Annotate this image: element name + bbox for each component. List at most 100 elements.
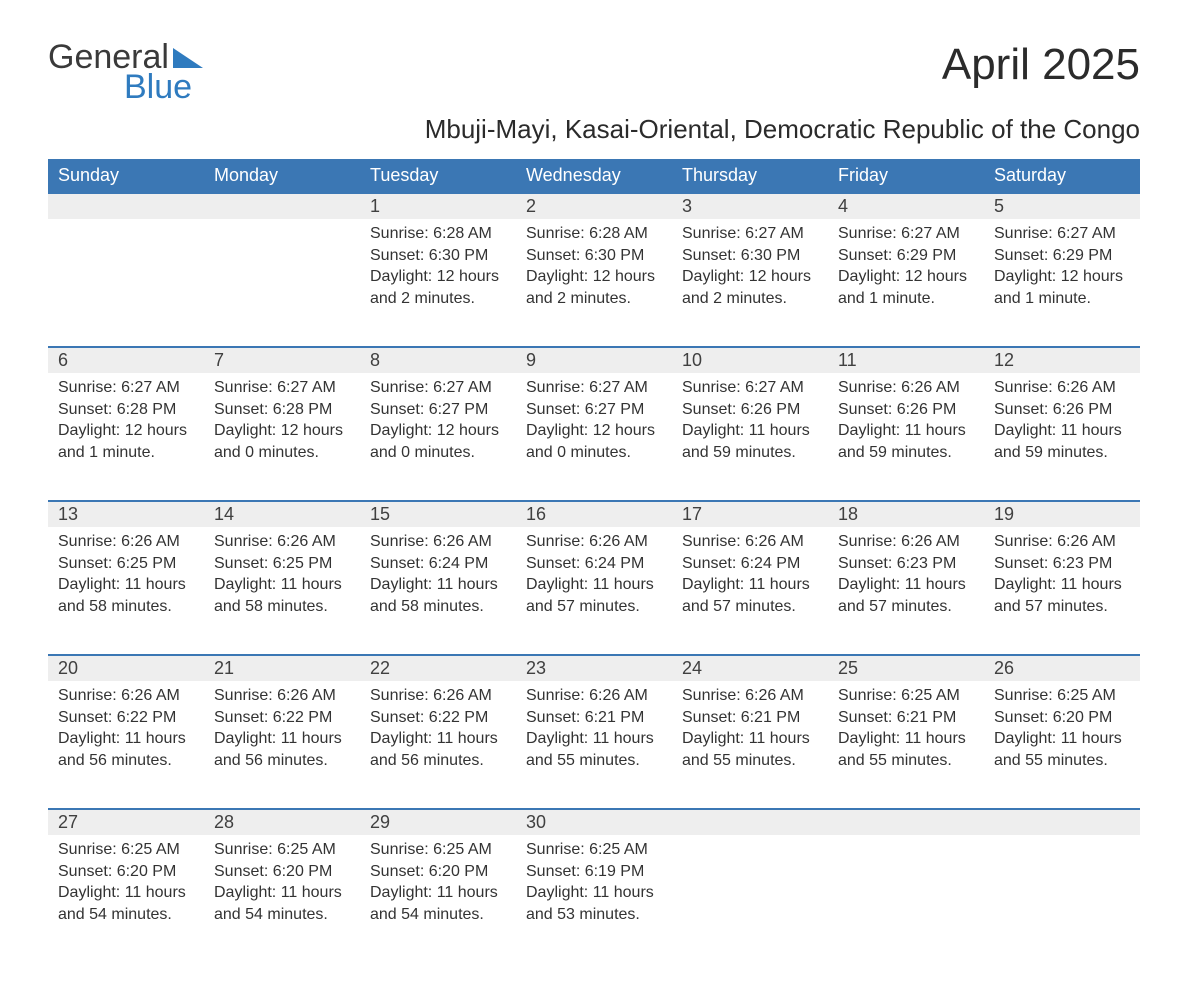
sunrise-text: Sunrise: 6:26 AM bbox=[214, 531, 350, 553]
day-cell: Sunrise: 6:26 AMSunset: 6:24 PMDaylight:… bbox=[360, 527, 516, 655]
daylight-text: Daylight: 11 hours and 55 minutes. bbox=[682, 728, 818, 771]
day-cell: Sunrise: 6:27 AMSunset: 6:26 PMDaylight:… bbox=[672, 373, 828, 501]
daylight-text: Daylight: 11 hours and 55 minutes. bbox=[994, 728, 1130, 771]
sunset-text: Sunset: 6:29 PM bbox=[838, 245, 974, 267]
day-number-cell bbox=[672, 809, 828, 835]
weekday-header: Saturday bbox=[984, 159, 1140, 193]
day-cell: Sunrise: 6:26 AMSunset: 6:22 PMDaylight:… bbox=[48, 681, 204, 809]
sunset-text: Sunset: 6:20 PM bbox=[214, 861, 350, 883]
sunset-text: Sunset: 6:20 PM bbox=[58, 861, 194, 883]
day-number-cell: 11 bbox=[828, 347, 984, 373]
day-cell: Sunrise: 6:27 AMSunset: 6:27 PMDaylight:… bbox=[516, 373, 672, 501]
sunrise-text: Sunrise: 6:25 AM bbox=[214, 839, 350, 861]
day-body: Sunrise: 6:25 AMSunset: 6:20 PMDaylight:… bbox=[360, 835, 516, 935]
sunrise-text: Sunrise: 6:25 AM bbox=[838, 685, 974, 707]
sunset-text: Sunset: 6:24 PM bbox=[526, 553, 662, 575]
sunrise-text: Sunrise: 6:26 AM bbox=[58, 685, 194, 707]
day-body: Sunrise: 6:26 AMSunset: 6:23 PMDaylight:… bbox=[828, 527, 984, 627]
weekday-header: Friday bbox=[828, 159, 984, 193]
day-cell: Sunrise: 6:28 AMSunset: 6:30 PMDaylight:… bbox=[516, 219, 672, 347]
day-body: Sunrise: 6:26 AMSunset: 6:22 PMDaylight:… bbox=[48, 681, 204, 781]
day-number-cell: 26 bbox=[984, 655, 1140, 681]
sunrise-text: Sunrise: 6:27 AM bbox=[682, 377, 818, 399]
day-cell: Sunrise: 6:25 AMSunset: 6:21 PMDaylight:… bbox=[828, 681, 984, 809]
daynum-row: 12345 bbox=[48, 193, 1140, 219]
day-body: Sunrise: 6:26 AMSunset: 6:25 PMDaylight:… bbox=[204, 527, 360, 627]
sunrise-text: Sunrise: 6:27 AM bbox=[526, 377, 662, 399]
day-cell: Sunrise: 6:27 AMSunset: 6:28 PMDaylight:… bbox=[204, 373, 360, 501]
sunrise-text: Sunrise: 6:25 AM bbox=[526, 839, 662, 861]
daylight-text: Daylight: 11 hours and 54 minutes. bbox=[58, 882, 194, 925]
sunrise-text: Sunrise: 6:28 AM bbox=[370, 223, 506, 245]
day-cell: Sunrise: 6:26 AMSunset: 6:21 PMDaylight:… bbox=[672, 681, 828, 809]
day-body: Sunrise: 6:26 AMSunset: 6:24 PMDaylight:… bbox=[360, 527, 516, 627]
header-row: General Blue April 2025 bbox=[48, 40, 1140, 104]
day-number-cell: 21 bbox=[204, 655, 360, 681]
sunrise-text: Sunrise: 6:25 AM bbox=[994, 685, 1130, 707]
day-cell: Sunrise: 6:26 AMSunset: 6:25 PMDaylight:… bbox=[204, 527, 360, 655]
daylight-text: Daylight: 11 hours and 54 minutes. bbox=[370, 882, 506, 925]
day-body: Sunrise: 6:26 AMSunset: 6:26 PMDaylight:… bbox=[984, 373, 1140, 473]
daylight-text: Daylight: 11 hours and 58 minutes. bbox=[214, 574, 350, 617]
week-row: Sunrise: 6:26 AMSunset: 6:25 PMDaylight:… bbox=[48, 527, 1140, 655]
daylight-text: Daylight: 11 hours and 54 minutes. bbox=[214, 882, 350, 925]
day-body: Sunrise: 6:26 AMSunset: 6:25 PMDaylight:… bbox=[48, 527, 204, 627]
sunset-text: Sunset: 6:23 PM bbox=[838, 553, 974, 575]
day-cell: Sunrise: 6:27 AMSunset: 6:27 PMDaylight:… bbox=[360, 373, 516, 501]
day-number-cell: 2 bbox=[516, 193, 672, 219]
sunrise-text: Sunrise: 6:26 AM bbox=[526, 531, 662, 553]
day-cell: Sunrise: 6:25 AMSunset: 6:20 PMDaylight:… bbox=[360, 835, 516, 963]
sunset-text: Sunset: 6:30 PM bbox=[682, 245, 818, 267]
sunrise-text: Sunrise: 6:27 AM bbox=[994, 223, 1130, 245]
day-cell: Sunrise: 6:26 AMSunset: 6:26 PMDaylight:… bbox=[984, 373, 1140, 501]
daylight-text: Daylight: 12 hours and 0 minutes. bbox=[214, 420, 350, 463]
day-body: Sunrise: 6:27 AMSunset: 6:28 PMDaylight:… bbox=[204, 373, 360, 473]
week-row: Sunrise: 6:25 AMSunset: 6:20 PMDaylight:… bbox=[48, 835, 1140, 963]
day-number-cell: 29 bbox=[360, 809, 516, 835]
day-body: Sunrise: 6:26 AMSunset: 6:22 PMDaylight:… bbox=[360, 681, 516, 781]
day-number-cell: 12 bbox=[984, 347, 1140, 373]
daylight-text: Daylight: 12 hours and 2 minutes. bbox=[370, 266, 506, 309]
daylight-text: Daylight: 12 hours and 1 minute. bbox=[838, 266, 974, 309]
day-cell: Sunrise: 6:27 AMSunset: 6:29 PMDaylight:… bbox=[984, 219, 1140, 347]
daylight-text: Daylight: 11 hours and 57 minutes. bbox=[526, 574, 662, 617]
day-cell bbox=[48, 219, 204, 347]
sunset-text: Sunset: 6:28 PM bbox=[58, 399, 194, 421]
sunrise-text: Sunrise: 6:26 AM bbox=[58, 531, 194, 553]
logo-line2: Blue bbox=[124, 70, 203, 104]
daylight-text: Daylight: 11 hours and 57 minutes. bbox=[838, 574, 974, 617]
daylight-text: Daylight: 12 hours and 2 minutes. bbox=[682, 266, 818, 309]
day-number-cell: 27 bbox=[48, 809, 204, 835]
day-cell: Sunrise: 6:27 AMSunset: 6:30 PMDaylight:… bbox=[672, 219, 828, 347]
week-row: Sunrise: 6:28 AMSunset: 6:30 PMDaylight:… bbox=[48, 219, 1140, 347]
weekday-header: Tuesday bbox=[360, 159, 516, 193]
day-body: Sunrise: 6:25 AMSunset: 6:20 PMDaylight:… bbox=[48, 835, 204, 935]
logo-flag-icon bbox=[173, 46, 203, 68]
logo: General Blue bbox=[48, 40, 203, 104]
daylight-text: Daylight: 11 hours and 58 minutes. bbox=[58, 574, 194, 617]
day-cell: Sunrise: 6:26 AMSunset: 6:22 PMDaylight:… bbox=[204, 681, 360, 809]
day-body: Sunrise: 6:27 AMSunset: 6:29 PMDaylight:… bbox=[828, 219, 984, 319]
sunset-text: Sunset: 6:25 PM bbox=[214, 553, 350, 575]
sunrise-text: Sunrise: 6:26 AM bbox=[994, 531, 1130, 553]
day-cell: Sunrise: 6:26 AMSunset: 6:24 PMDaylight:… bbox=[516, 527, 672, 655]
sunset-text: Sunset: 6:21 PM bbox=[526, 707, 662, 729]
sunrise-text: Sunrise: 6:26 AM bbox=[994, 377, 1130, 399]
page-title: April 2025 bbox=[942, 40, 1140, 90]
sunset-text: Sunset: 6:19 PM bbox=[526, 861, 662, 883]
day-cell bbox=[984, 835, 1140, 963]
sunset-text: Sunset: 6:21 PM bbox=[838, 707, 974, 729]
day-number-cell: 25 bbox=[828, 655, 984, 681]
day-body: Sunrise: 6:26 AMSunset: 6:24 PMDaylight:… bbox=[672, 527, 828, 627]
day-number-cell: 18 bbox=[828, 501, 984, 527]
sunrise-text: Sunrise: 6:26 AM bbox=[370, 685, 506, 707]
day-cell bbox=[672, 835, 828, 963]
day-body: Sunrise: 6:26 AMSunset: 6:23 PMDaylight:… bbox=[984, 527, 1140, 627]
day-number-cell bbox=[828, 809, 984, 835]
day-number-cell: 23 bbox=[516, 655, 672, 681]
day-number-cell: 7 bbox=[204, 347, 360, 373]
day-cell bbox=[828, 835, 984, 963]
day-number-cell: 10 bbox=[672, 347, 828, 373]
daylight-text: Daylight: 11 hours and 55 minutes. bbox=[526, 728, 662, 771]
daylight-text: Daylight: 11 hours and 57 minutes. bbox=[994, 574, 1130, 617]
